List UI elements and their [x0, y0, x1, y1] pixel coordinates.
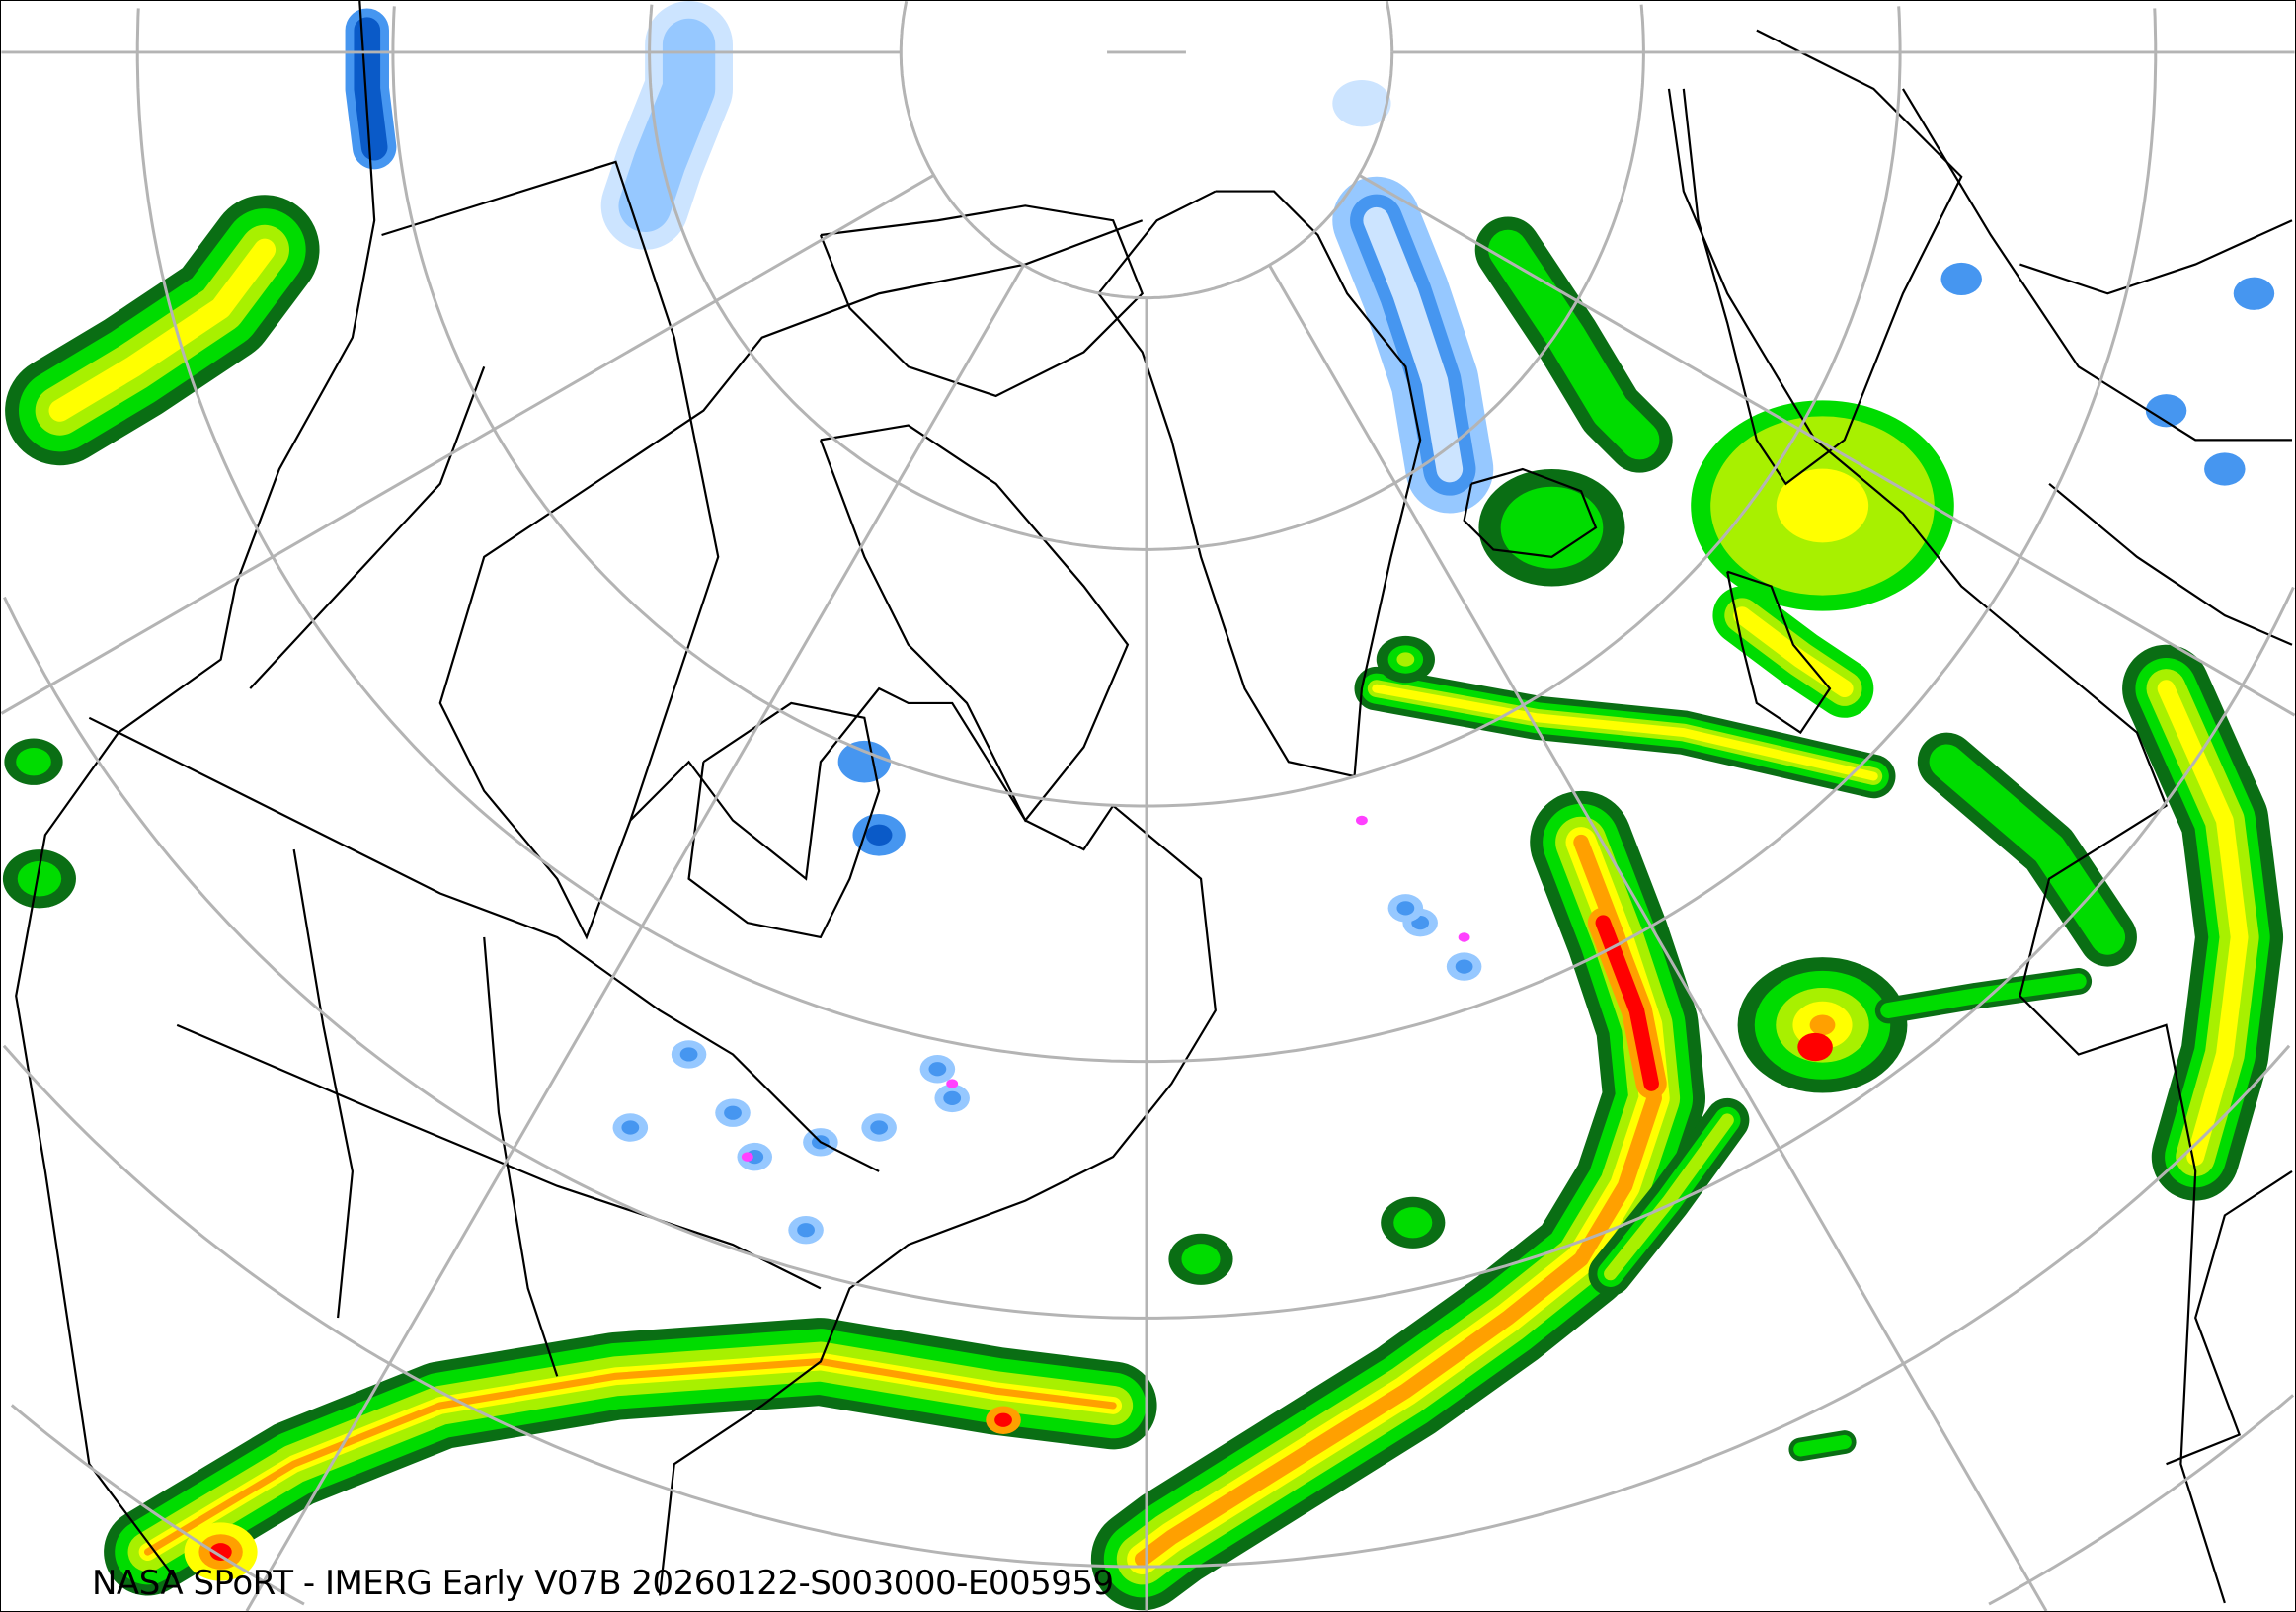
snow-cell: [1332, 79, 1391, 127]
snow-cell: [2233, 277, 2275, 310]
rain-cell: [1181, 1244, 1221, 1275]
coastline-hudson-bay: [687, 701, 881, 939]
mixed-precip-cell: [741, 1152, 753, 1162]
snow-cell: [865, 824, 893, 846]
border-canada-us: [88, 716, 880, 1172]
latitude-circle: [391, 6, 1902, 808]
snow-cell: [928, 1062, 947, 1077]
rain-band: [1733, 606, 1854, 698]
coastline-europe: [1667, 88, 2226, 1604]
rain-area-baltic: [1776, 468, 1869, 543]
coastline-north-america-west: [15, 1, 376, 1582]
rain-cell: [209, 1543, 232, 1561]
snow-cell: [837, 740, 891, 783]
border-state: [483, 936, 559, 1377]
rain-band-north-atlantic: [1372, 684, 1878, 781]
border-state: [292, 848, 354, 1319]
rain-band-southeast-us: [143, 1357, 1117, 1556]
border-state: [176, 1023, 822, 1290]
rain-band: [1929, 744, 2126, 955]
latitude-circle: [899, 1, 1394, 300]
rain-cell: [1396, 652, 1415, 667]
snow-band-alaska: [618, 18, 716, 233]
meridian-line: [1268, 265, 2048, 1611]
coastline-arctic-islands: [819, 204, 1144, 398]
meridian-line: [1359, 174, 2295, 717]
snow-cell: [1455, 959, 1473, 974]
snow-cell: [2145, 394, 2187, 428]
rain-area-iceland: [1500, 486, 1604, 569]
snow-cell: [943, 1090, 962, 1105]
border-europe: [1902, 88, 2292, 442]
meridian-line: [1, 174, 934, 715]
latitude-circle: [1897, 6, 1902, 52]
mixed-precip-cell: [1458, 932, 1470, 942]
rain-band: [1488, 229, 1660, 460]
rain-band-core: [1595, 915, 1659, 1091]
border-europe: [2048, 482, 2293, 646]
border-province: [381, 160, 720, 821]
mixed-precip-cell: [1355, 815, 1368, 826]
coastline-scandinavia: [1682, 29, 1963, 486]
coastline-north-america-east: [438, 219, 1217, 1596]
coastline-british-isles: [1726, 570, 1832, 735]
snow-band: [354, 17, 388, 161]
latitude-circle: [10, 1404, 305, 1606]
rain-band: [1604, 1113, 1734, 1281]
rain-cell: [994, 1412, 1012, 1427]
rain-cell-mid-atlantic: [1809, 1014, 1836, 1036]
latitude-circle: [648, 4, 1645, 551]
meridian-line: [245, 265, 1025, 1611]
latitude-circle: [1988, 1394, 2295, 1606]
latitude-circle: [3, 586, 2295, 1320]
latitude-circle: [1639, 4, 1645, 52]
mixed-precip-cell: [946, 1079, 959, 1088]
border-province: [249, 365, 486, 689]
rain-cell: [1393, 1207, 1433, 1239]
snow-cell: [2204, 452, 2246, 486]
latitude-circle: [135, 8, 2158, 1064]
rain-band: [1793, 1434, 1852, 1457]
snow-band-greenland: [1363, 206, 1464, 483]
snow-cell: [1396, 901, 1415, 916]
data-source-caption: NASA SPoRT - IMERG Early V07B 20260122-S…: [92, 1564, 1114, 1603]
rain-cell: [17, 860, 62, 897]
rain-band: [1880, 973, 2087, 1019]
snow-cell: [797, 1223, 815, 1238]
latitude-circle: [2153, 8, 2158, 52]
snow-cell: [621, 1120, 640, 1135]
coastline-africa: [2166, 1170, 2293, 1466]
coastline-baffin: [819, 424, 1130, 823]
border-europe: [2019, 219, 2293, 295]
snow-cell: [724, 1105, 742, 1120]
snow-cell: [870, 1120, 889, 1135]
latitude-circle: [1385, 1, 1394, 52]
rain-cell: [16, 747, 51, 776]
coastline-iceland: [1463, 467, 1598, 558]
rain-cell-core: [1797, 1032, 1833, 1062]
rain-band-europe: [2157, 680, 2249, 1167]
snow-cell: [1940, 262, 1982, 296]
rain-band-pacific: [48, 238, 277, 422]
snow-cell: [679, 1047, 698, 1062]
